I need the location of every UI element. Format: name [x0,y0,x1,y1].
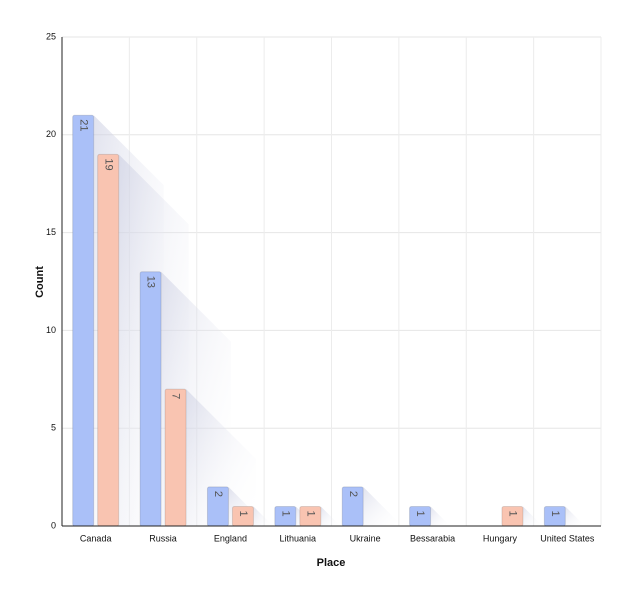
value-label: 21 [77,119,89,131]
x-tick-label: Lithuania [280,533,317,543]
bar-shadow [363,486,403,526]
bar-shadow [430,506,451,526]
y-tick-label: 10 [46,325,56,335]
value-label: 1 [507,510,519,516]
value-label: 13 [145,276,157,288]
x-tick-label: Ukraine [350,533,381,543]
x-tick-label: Russia [149,533,177,543]
bar-shadow [320,506,341,526]
bar [164,388,187,527]
value-label: 19 [102,158,114,170]
x-tick-label: Canada [80,533,112,543]
bar [97,153,120,527]
y-tick-label: 20 [46,129,56,139]
value-label: 1 [279,510,291,516]
grid [62,36,602,527]
value-label: 7 [170,393,182,399]
y-axis-title: Count [34,266,46,298]
y-tick-label: 0 [51,520,56,530]
y-tick-label: 5 [51,423,56,433]
value-label: 1 [414,510,426,516]
value-label: 1 [304,510,316,516]
x-axis-title: Place [317,557,346,569]
bar-shadow [522,506,543,526]
x-tick-label: Hungary [483,533,518,543]
bar [139,271,162,527]
y-tick-label: 15 [46,227,56,237]
y-tick-label: 25 [46,31,56,41]
bar-shadow [186,389,257,526]
value-label: 2 [212,491,224,497]
bar-shadow [253,506,273,526]
x-tick-label: England [214,533,247,543]
bar [72,114,95,527]
value-label: 1 [549,510,561,516]
value-label: 1 [237,510,249,516]
value-label: 2 [347,491,359,497]
x-tick-label: United States [540,533,595,543]
x-tick-label: Bessarabia [410,533,455,543]
bar-shadow [565,506,585,526]
